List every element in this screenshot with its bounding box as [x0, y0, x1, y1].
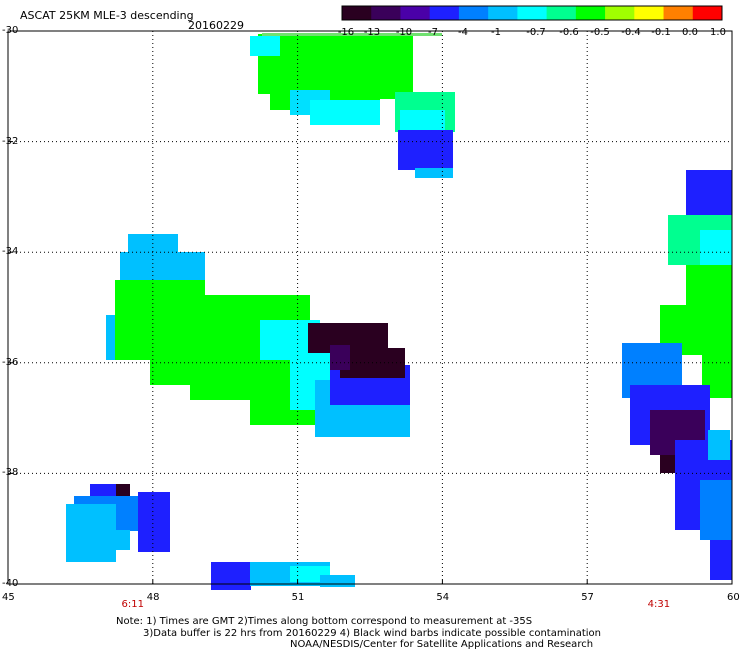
note-line-3: NOAA/NESDIS/Center for Satellite Applica… — [290, 639, 594, 650]
note-line-2: 3)Data buffer is 22 hrs from 20160229 4)… — [143, 628, 601, 639]
grid-lines — [7, 30, 733, 585]
colorbar-segment — [400, 6, 431, 20]
swath-block — [708, 430, 730, 460]
colorbar-segment — [546, 6, 577, 20]
swath-block — [330, 345, 350, 370]
lat-tick-label: -32 — [2, 135, 19, 147]
swath-block — [100, 530, 130, 550]
swath-block — [398, 130, 453, 170]
colorbar — [341, 5, 723, 21]
lon-tick-label: 54 — [436, 592, 450, 603]
colorbar-label: -0.7 — [526, 27, 546, 38]
wind-mle-swaths — [66, 33, 732, 590]
lon-tick-label: 51 — [291, 592, 305, 603]
swath-block — [138, 492, 170, 552]
swath-block — [700, 480, 732, 540]
colorbar-segment — [663, 6, 694, 20]
lat-tick-label: -40 — [2, 578, 19, 589]
swath-block — [710, 540, 732, 580]
map-title: ASCAT 25KM MLE-3 descending — [20, 9, 194, 22]
colorbar-label: -0.5 — [590, 27, 610, 38]
swath-block — [250, 36, 280, 56]
lat-tick-label: -36 — [2, 356, 19, 368]
swath-block — [116, 484, 130, 496]
lon-tick-label: 57 — [581, 592, 594, 603]
note-line-1: Note: 1) Times are GMT 2)Times along bot… — [116, 616, 533, 627]
colorbar-segment — [517, 6, 548, 20]
colorbar-segment — [429, 6, 460, 20]
colorbar-segment — [342, 6, 372, 20]
colorbar-segment — [488, 6, 518, 20]
swath-block — [686, 265, 732, 305]
colorbar-segment — [692, 6, 723, 20]
swath-block — [211, 562, 251, 590]
lon-tick-label: 45 — [2, 592, 15, 603]
colorbar-segment — [371, 6, 401, 20]
colorbar-frame — [341, 5, 723, 21]
pass-time-label: 4:31 — [647, 599, 671, 610]
map-date: 20160229 — [188, 19, 244, 32]
colorbar-label: -7 — [428, 27, 438, 38]
swath-block — [700, 230, 732, 270]
plot-frame — [7, 30, 733, 585]
colorbar-segment — [634, 6, 665, 20]
lat-tick-label: -30 — [2, 25, 19, 36]
colorbar-label: -16 — [337, 27, 355, 38]
colorbar-label: -1 — [491, 27, 501, 38]
swath-block — [310, 100, 380, 125]
colorbar-label: -0.1 — [651, 27, 671, 38]
colorbar-label: -0.4 — [621, 27, 641, 38]
colorbar-segment — [458, 6, 489, 20]
lat-tick-label: -38 — [2, 467, 19, 479]
swath-block — [320, 575, 355, 587]
swath-edge-line — [262, 33, 442, 36]
colorbar-segment — [605, 6, 635, 20]
swath-block — [372, 54, 412, 99]
colorbar-label: -0.6 — [559, 27, 579, 38]
swath-block — [415, 168, 453, 178]
colorbar-label: -13 — [363, 27, 381, 38]
lon-tick-label: 48 — [146, 592, 160, 603]
colorbar-label: 1.0 — [710, 27, 726, 38]
colorbar-label: 0.0 — [682, 27, 698, 38]
pass-time-label: 6:11 — [121, 599, 144, 610]
lon-tick-label: 60 — [727, 592, 740, 603]
colorbar-label: -4 — [458, 27, 468, 38]
colorbar-segment — [575, 6, 606, 20]
colorbar-label: -10 — [395, 27, 413, 38]
lat-tick-label: -34 — [2, 246, 19, 258]
